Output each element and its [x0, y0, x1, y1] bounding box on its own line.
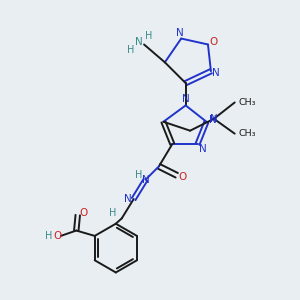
Text: H: H — [135, 170, 143, 180]
Text: N: N — [212, 68, 220, 78]
Text: H: H — [45, 231, 52, 241]
Text: O: O — [178, 172, 186, 182]
Text: N: N — [142, 175, 149, 185]
Text: CH₃: CH₃ — [238, 98, 256, 107]
Text: O: O — [53, 231, 61, 241]
Text: O: O — [79, 208, 87, 218]
Text: N: N — [210, 114, 218, 124]
Text: H: H — [127, 45, 134, 56]
Text: N: N — [209, 115, 217, 125]
Text: N: N — [182, 94, 190, 104]
Text: N: N — [176, 28, 184, 38]
Text: N: N — [199, 143, 207, 154]
Text: H: H — [109, 208, 116, 218]
Text: N: N — [124, 194, 132, 204]
Text: N: N — [135, 37, 142, 46]
Text: O: O — [209, 37, 218, 47]
Text: H: H — [145, 32, 152, 41]
Text: CH₃: CH₃ — [238, 129, 256, 138]
